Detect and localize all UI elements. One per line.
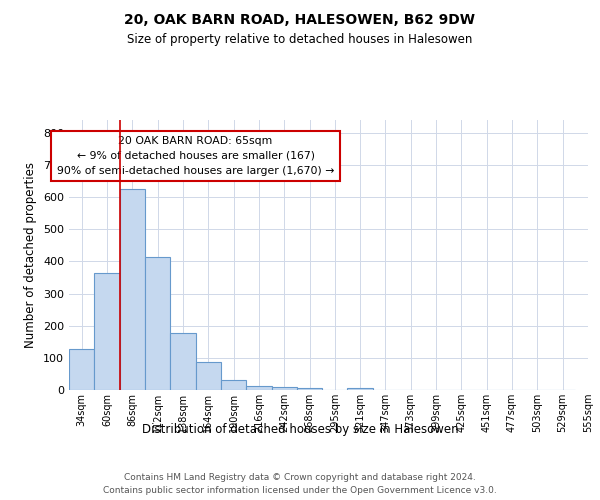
Text: Contains HM Land Registry data © Crown copyright and database right 2024.: Contains HM Land Registry data © Crown c…: [124, 472, 476, 482]
Bar: [145, 256, 170, 390]
Bar: [170, 333, 196, 390]
Bar: [347, 388, 373, 390]
Bar: [297, 388, 322, 390]
Bar: [246, 386, 272, 390]
Bar: [196, 362, 221, 390]
Text: Distribution of detached houses by size in Halesowen: Distribution of detached houses by size …: [142, 422, 458, 436]
Text: Contains public sector information licensed under the Open Government Licence v3: Contains public sector information licen…: [103, 486, 497, 495]
Bar: [94, 272, 119, 390]
Text: 20, OAK BARN ROAD, HALESOWEN, B62 9DW: 20, OAK BARN ROAD, HALESOWEN, B62 9DW: [125, 12, 476, 26]
Bar: [272, 387, 297, 390]
Text: 20 OAK BARN ROAD: 65sqm
← 9% of detached houses are smaller (167)
90% of semi-de: 20 OAK BARN ROAD: 65sqm ← 9% of detached…: [57, 136, 334, 175]
Bar: [221, 380, 246, 390]
Bar: [119, 189, 145, 390]
Y-axis label: Number of detached properties: Number of detached properties: [25, 162, 37, 348]
Bar: [69, 349, 94, 390]
Text: Size of property relative to detached houses in Halesowen: Size of property relative to detached ho…: [127, 32, 473, 46]
